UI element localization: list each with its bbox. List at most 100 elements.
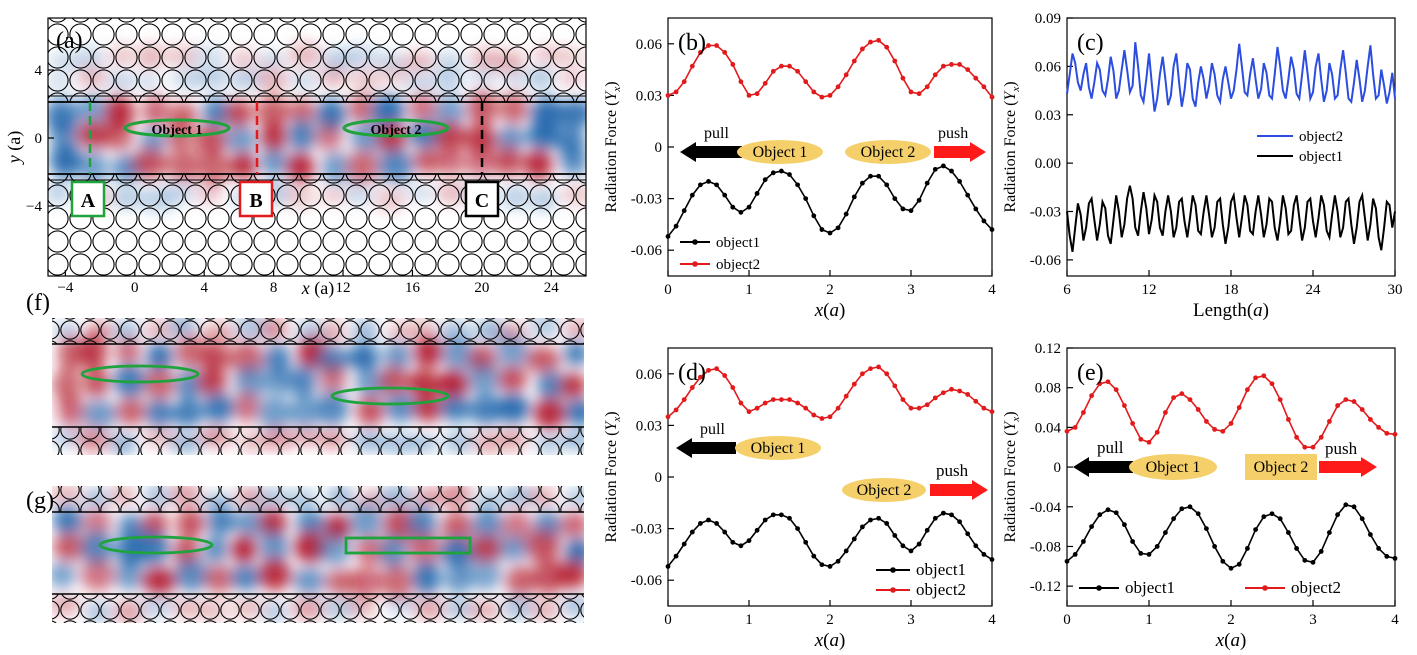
data-point-object2 (884, 44, 890, 50)
data-point-object1 (981, 218, 987, 224)
data-point-object2 (738, 79, 744, 85)
data-point-object2 (1294, 434, 1299, 440)
a-xtick-label: 20 (474, 280, 489, 296)
panel-label: (c) (1077, 30, 1104, 56)
data-point-object1 (738, 543, 744, 549)
data-point-object2 (779, 397, 784, 402)
data-point-object1 (1138, 551, 1144, 556)
data-point-object2 (827, 414, 833, 420)
data-point-object2 (1376, 424, 1381, 430)
y-tick-label: 0.06 (1035, 59, 1062, 75)
x-tick-label: 3 (907, 612, 915, 628)
data-point-object2 (1097, 381, 1103, 387)
data-point-object2 (1154, 429, 1160, 435)
data-point-object1 (779, 168, 784, 174)
data-point-object1 (1286, 530, 1291, 535)
data-point-object1 (1228, 565, 1234, 571)
data-point-object2 (1163, 410, 1168, 415)
data-point-object1 (681, 541, 687, 547)
data-point-object1 (1105, 507, 1111, 513)
y-tick-label: 0 (655, 470, 663, 486)
legend-label-object1: object1 (1299, 149, 1343, 165)
y-tick-label: 0 (1054, 460, 1062, 476)
data-point-object2 (770, 397, 776, 402)
x-tick-label: 3 (907, 282, 915, 298)
data-point-object1 (1146, 552, 1152, 557)
pull-arrow-icon (676, 438, 736, 458)
data-point-object1 (1245, 546, 1250, 551)
data-point-object1 (738, 209, 744, 215)
data-point-object2 (973, 398, 979, 404)
data-point-object1 (722, 529, 728, 535)
data-point-object2 (1081, 410, 1086, 415)
marker-c: C (464, 180, 500, 218)
data-point-object2 (892, 383, 898, 389)
data-point-object2 (706, 367, 711, 373)
data-point-object1 (941, 510, 946, 516)
data-point-object2 (941, 63, 946, 69)
data-point-object2 (843, 72, 849, 78)
data-point-object2 (908, 89, 914, 95)
x-tick-label: 18 (1224, 282, 1239, 298)
data-point-object2 (916, 91, 922, 97)
data-point-object1 (989, 557, 995, 562)
data-point-object2 (1187, 397, 1193, 402)
data-point-object2 (851, 381, 857, 387)
object1-tag-badge (1129, 454, 1217, 480)
y-tick-label: -0.04 (1030, 500, 1062, 516)
y-tick-label: 0.09 (1035, 11, 1061, 27)
y-tick-label: -0.03 (631, 522, 662, 538)
object1-tag: Object 1 (1146, 459, 1201, 476)
x-tick-label: 2 (826, 282, 834, 298)
data-point-object1 (673, 223, 679, 229)
data-point-object1 (892, 533, 898, 538)
push-arrow-icon (1319, 457, 1377, 477)
data-point-object1 (787, 172, 792, 177)
data-point-object2 (1277, 397, 1283, 402)
data-point-object1 (1163, 530, 1168, 535)
data-point-object1 (770, 512, 776, 518)
data-point-object2 (746, 409, 752, 415)
data-point-object2 (819, 94, 825, 100)
data-point-object1 (949, 512, 954, 518)
data-point-object1 (884, 182, 890, 188)
data-point-object1 (1343, 502, 1349, 508)
data-point-object2 (965, 67, 971, 72)
data-point-object1 (795, 526, 800, 531)
panel-f-field-map: (f) (26, 290, 584, 455)
data-point-object1 (1253, 527, 1258, 532)
data-point-object1 (714, 182, 719, 188)
svg-text:A: A (81, 190, 96, 212)
data-point-object2 (811, 412, 817, 418)
marker-a: A (70, 180, 106, 218)
data-point-object1 (762, 517, 768, 523)
data-point-object2 (754, 405, 760, 411)
data-point-object2 (681, 397, 687, 402)
data-point-object1 (689, 529, 695, 535)
data-point-object2 (1212, 426, 1217, 432)
data-point-object2 (730, 62, 736, 67)
data-point-object1 (949, 168, 954, 174)
data-point-object1 (730, 204, 736, 210)
data-point-object2 (949, 62, 954, 67)
data-point-object2 (1146, 439, 1152, 445)
x-axis-label: x(a) (814, 630, 846, 651)
data-point-object2 (665, 414, 671, 420)
y-tick-label: 0.08 (1035, 381, 1061, 397)
x-tick-label: 0 (1063, 612, 1071, 628)
data-point-object2 (1310, 444, 1316, 450)
data-point-object2 (827, 93, 833, 98)
x-tick-label: 3 (1309, 612, 1317, 628)
data-point-object1 (843, 211, 849, 217)
data-point-object2 (1064, 428, 1070, 434)
data-point-object1 (1294, 546, 1299, 551)
data-point-object1 (860, 524, 865, 530)
data-point-object2 (1228, 421, 1234, 426)
x-tick-label: 6 (1063, 282, 1071, 298)
data-point-object1 (803, 539, 809, 545)
chart-c: 6 12 18 24 30 0.09 0.06 0.03 0.00 -0.03 -0.06 Lengt… (1002, 11, 1403, 321)
legend-label-object2: object2 (1291, 578, 1341, 597)
data-point-object2 (714, 43, 719, 48)
data-point-object2 (730, 385, 736, 390)
